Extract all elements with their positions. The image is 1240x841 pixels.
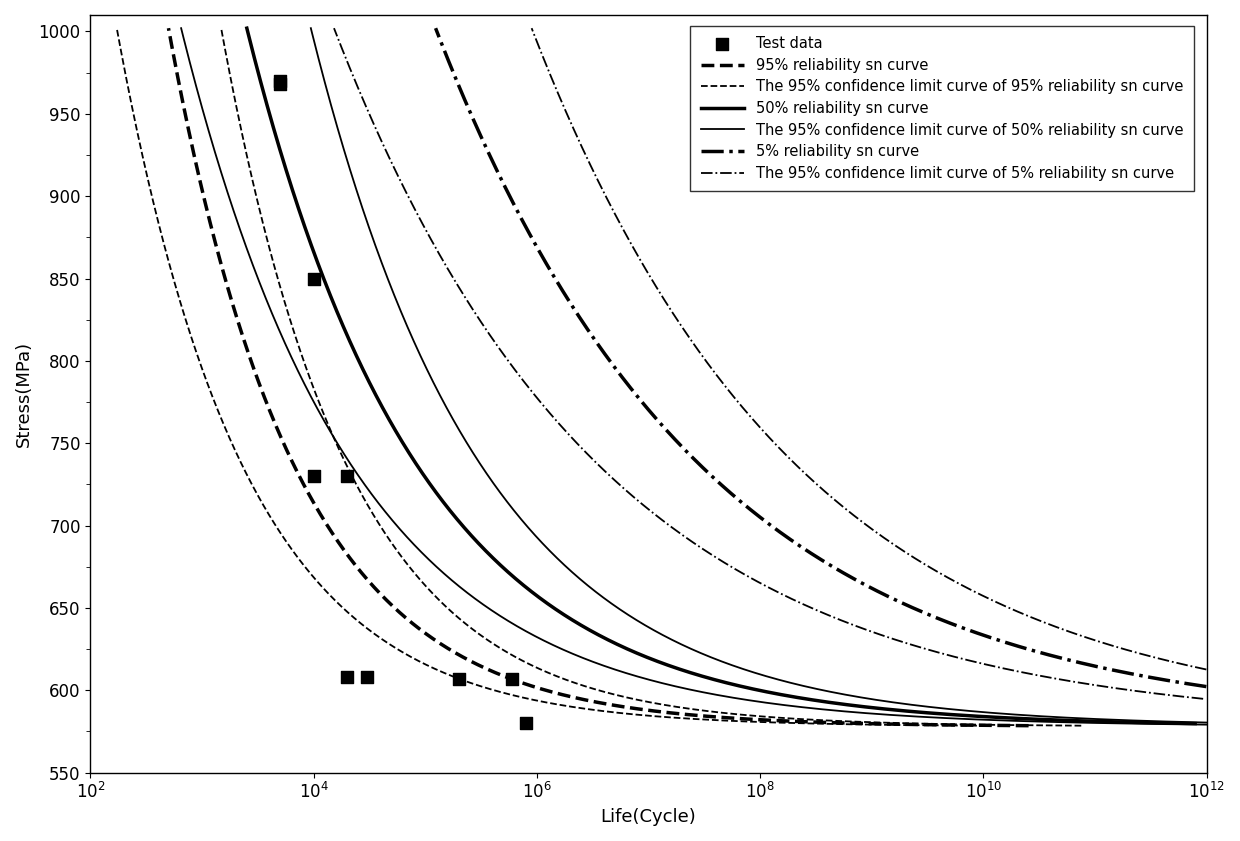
95% reliability sn curve: [1022, 721, 1037, 731]
Line: The 95% confidence limit curve of 50% reliability sn curve: The 95% confidence limit curve of 50% re…: [181, 29, 1207, 725]
The 95% confidence limit curve of 95% reliability sn curve: [113, 44, 128, 54]
The 95% confidence limit curve of 50% reliability sn curve: [429, 562, 444, 572]
Point: [304, 469, 324, 483]
The 95% confidence limit curve of 5% reliability sn curve: [1195, 694, 1210, 704]
The 95% confidence limit curve of 50% reliability sn curve: [631, 672, 646, 682]
Line: 50% reliability sn curve: 50% reliability sn curve: [247, 29, 1195, 723]
Line: The 95% confidence limit curve of 95% reliability sn curve: The 95% confidence limit curve of 95% re…: [117, 29, 977, 726]
95% reliability sn curve: [253, 382, 268, 392]
The 95% confidence limit curve of 5% reliability sn curve: [615, 482, 630, 492]
The 95% confidence limit curve of 5% reliability sn curve: [529, 392, 544, 402]
50% reliability sn curve: [239, 24, 254, 34]
5% reliability sn curve: [835, 567, 849, 577]
5% reliability sn curve: [532, 246, 547, 257]
The 95% confidence limit curve of 50% reliability sn curve: [174, 24, 188, 34]
The 95% confidence limit curve of 95% reliability sn curve: [486, 685, 501, 696]
The 95% confidence limit curve of 5% reliability sn curve: [326, 24, 341, 34]
Point: [449, 672, 469, 685]
95% reliability sn curve: [260, 400, 275, 410]
The 95% confidence limit curve of 95% reliability sn curve: [109, 24, 124, 34]
The 95% confidence limit curve of 95% reliability sn curve: [201, 382, 216, 392]
50% reliability sn curve: [382, 415, 397, 425]
50% reliability sn curve: [372, 397, 387, 407]
Line: 95% reliability sn curve: 95% reliability sn curve: [169, 29, 1029, 726]
50% reliability sn curve: [311, 259, 326, 269]
Point: [270, 77, 290, 91]
The 95% confidence limit curve of 50% reliability sn curve: [215, 172, 229, 182]
5% reliability sn curve: [498, 183, 513, 193]
Legend: Test data, 95% reliability sn curve, The 95% confidence limit curve of 95% relia: Test data, 95% reliability sn curve, The…: [691, 26, 1194, 191]
Point: [357, 670, 377, 684]
X-axis label: Life(Cycle): Life(Cycle): [600, 808, 697, 826]
50% reliability sn curve: [295, 214, 310, 224]
Point: [270, 74, 290, 87]
95% reliability sn curve: [191, 172, 206, 182]
5% reliability sn curve: [428, 24, 443, 34]
The 95% confidence limit curve of 95% reliability sn curve: [208, 400, 223, 410]
5% reliability sn curve: [446, 69, 461, 79]
Line: The 95% confidence limit curve of 5% reliability sn curve: The 95% confidence limit curve of 5% rel…: [334, 29, 1203, 699]
The 95% confidence limit curve of 50% reliability sn curve: [418, 551, 433, 561]
The 95% confidence limit curve of 50% reliability sn curve: [1199, 720, 1214, 730]
The 95% confidence limit curve of 50% reliability sn curve: [525, 629, 539, 639]
Point: [502, 672, 522, 685]
The 95% confidence limit curve of 95% reliability sn curve: [113, 44, 128, 54]
Line: 5% reliability sn curve: 5% reliability sn curve: [435, 29, 1207, 686]
The 95% confidence limit curve of 95% reliability sn curve: [970, 721, 985, 731]
The 95% confidence limit curve of 5% reliability sn curve: [477, 323, 492, 333]
Y-axis label: Stress(MPa): Stress(MPa): [15, 341, 33, 447]
50% reliability sn curve: [361, 375, 376, 385]
Point: [337, 469, 357, 483]
The 95% confidence limit curve of 5% reliability sn curve: [350, 81, 365, 91]
95% reliability sn curve: [538, 685, 553, 696]
The 95% confidence limit curve of 5% reliability sn curve: [495, 347, 510, 357]
5% reliability sn curve: [1177, 678, 1192, 688]
The 95% confidence limit curve of 50% reliability sn curve: [191, 90, 206, 100]
5% reliability sn curve: [585, 331, 600, 341]
Point: [337, 670, 357, 684]
5% reliability sn curve: [1199, 681, 1214, 691]
Point: [304, 272, 324, 285]
95% reliability sn curve: [165, 44, 180, 54]
50% reliability sn curve: [1188, 718, 1203, 728]
The 95% confidence limit curve of 5% reliability sn curve: [398, 185, 413, 195]
Point: [516, 717, 536, 730]
95% reliability sn curve: [165, 44, 180, 54]
The 95% confidence limit curve of 95% reliability sn curve: [140, 172, 155, 182]
50% reliability sn curve: [444, 508, 459, 518]
95% reliability sn curve: [161, 24, 176, 34]
